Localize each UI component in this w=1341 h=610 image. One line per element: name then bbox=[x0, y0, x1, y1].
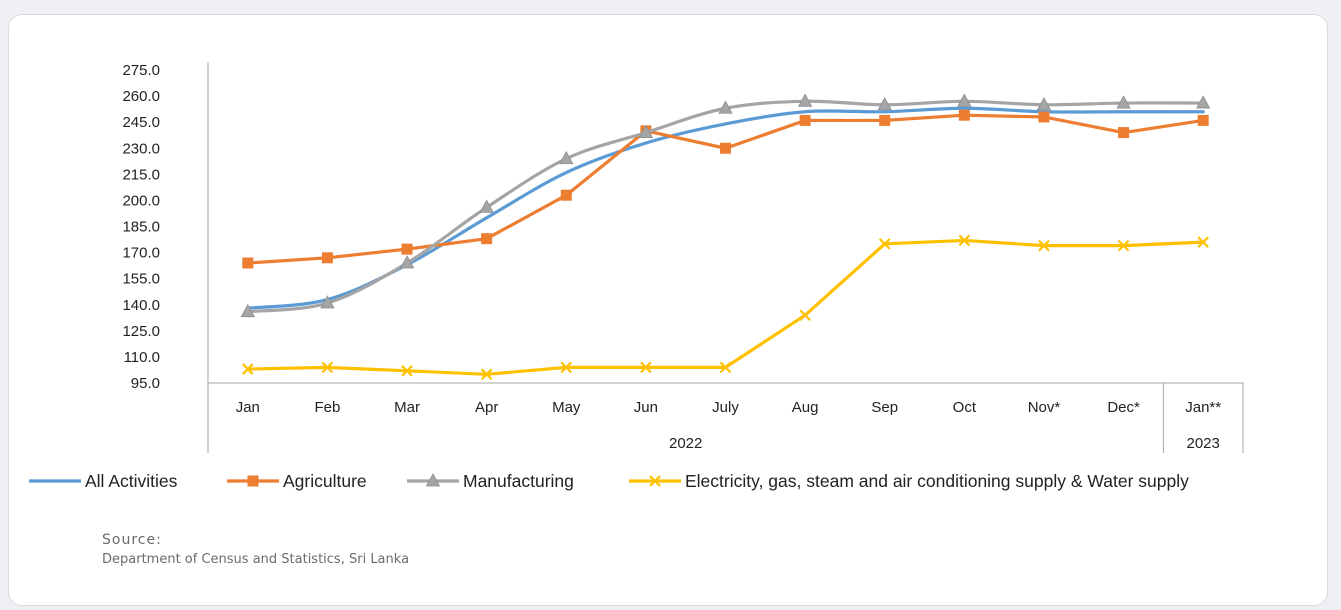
legend: All Activities Agriculture Manufacturing El… bbox=[29, 471, 1189, 491]
y-tick-label: 155.0 bbox=[122, 271, 160, 288]
x-tick-label: July bbox=[712, 399, 739, 416]
data-point-x bbox=[640, 361, 652, 374]
data-point-triangle bbox=[718, 100, 733, 114]
series-line bbox=[246, 113, 1205, 265]
data-point-x bbox=[799, 309, 811, 321]
x-tick-label: Jun bbox=[634, 399, 658, 416]
x-tick-label: Feb bbox=[314, 399, 340, 416]
source-text: Department of Census and Statistics, Sri… bbox=[102, 552, 410, 567]
data-point-triangle bbox=[479, 199, 494, 213]
data-point-square bbox=[481, 233, 493, 245]
data-point-x bbox=[401, 365, 413, 377]
data-point-triangle bbox=[1196, 95, 1211, 109]
x-tick-label: Oct bbox=[953, 399, 977, 416]
data-point-square bbox=[1118, 127, 1130, 139]
data-point-x bbox=[242, 363, 254, 375]
legend-item: Agriculture bbox=[227, 471, 367, 491]
y-tick-label: 260.0 bbox=[122, 88, 160, 105]
axes: 95.0 110.0 125.0 140.0 155.0 170.0 185.0 200.0 2… bbox=[122, 62, 1244, 453]
data-point-triangle bbox=[240, 303, 255, 318]
data-point-x bbox=[958, 234, 971, 247]
data-point-square bbox=[958, 109, 970, 121]
y-tick-label: 230.0 bbox=[122, 140, 160, 157]
data-point-x bbox=[878, 238, 891, 250]
x-tick-label: Mar bbox=[394, 399, 420, 416]
source-label: Source: bbox=[102, 532, 162, 548]
y-tick-label: 245.0 bbox=[122, 114, 160, 131]
data-point-x bbox=[1197, 236, 1209, 248]
chart-card: 95.0 110.0 125.0 140.0 155.0 170.0 185.0 200.0 2… bbox=[8, 14, 1328, 606]
legend-label: Electricity, gas, steam and air conditio… bbox=[685, 471, 1189, 491]
x-group-label: 2023 bbox=[1187, 435, 1220, 452]
y-tick-label: 170.0 bbox=[122, 245, 160, 262]
data-point-triangle bbox=[638, 124, 654, 138]
data-point-square bbox=[879, 114, 891, 126]
y-tick-label: 185.0 bbox=[122, 219, 160, 236]
data-point-triangle bbox=[320, 295, 335, 309]
x-tick-label: Jan** bbox=[1185, 399, 1221, 416]
y-tick-label: 200.0 bbox=[122, 192, 160, 209]
data-point-triangle bbox=[1116, 95, 1131, 109]
data-point-square bbox=[720, 142, 731, 154]
data-point-x bbox=[321, 361, 334, 374]
legend-label: Agriculture bbox=[283, 471, 367, 491]
data-point-x bbox=[649, 475, 661, 487]
x-tick-label: Dec* bbox=[1107, 399, 1140, 416]
data-point-x bbox=[560, 361, 573, 374]
x-tick-label: Jan bbox=[236, 399, 260, 416]
legend-item: Manufacturing bbox=[407, 471, 574, 491]
data-point-square bbox=[560, 189, 572, 201]
x-tick-label: May bbox=[552, 399, 581, 416]
legend-label: All Activities bbox=[85, 471, 178, 491]
y-tick-label: 215.0 bbox=[122, 166, 160, 183]
data-point-triangle bbox=[797, 93, 813, 107]
series-electricity bbox=[242, 234, 1209, 381]
data-point-x bbox=[719, 361, 732, 374]
legend-item: All Activities bbox=[29, 471, 178, 491]
y-tick-label: 110.0 bbox=[124, 349, 160, 366]
y-tick-label: 275.0 bbox=[122, 62, 160, 79]
x-tick-label: Nov* bbox=[1028, 399, 1061, 416]
y-tick-label: 125.0 bbox=[122, 323, 160, 340]
legend-item: Electricity, gas, steam and air conditio… bbox=[629, 471, 1189, 491]
data-point-square bbox=[799, 114, 811, 126]
series-agriculture bbox=[242, 109, 1209, 269]
data-point-triangle bbox=[399, 255, 415, 269]
data-point-square bbox=[1038, 111, 1050, 123]
x-tick-label: Aug bbox=[792, 399, 819, 416]
data-point-x bbox=[1117, 239, 1130, 252]
data-point-square bbox=[401, 243, 413, 255]
legend-label: Manufacturing bbox=[463, 471, 574, 491]
data-point-square bbox=[242, 257, 254, 269]
y-tick-label: 95.0 bbox=[131, 375, 160, 392]
data-point-triangle bbox=[425, 473, 441, 487]
x-tick-label: Apr bbox=[475, 399, 498, 416]
series-all bbox=[246, 106, 1205, 310]
data-point-triangle bbox=[1036, 96, 1052, 111]
series-manufacturing bbox=[240, 93, 1211, 318]
data-point-triangle bbox=[559, 150, 574, 165]
series-line bbox=[246, 99, 1205, 314]
data-point-triangle bbox=[957, 93, 972, 107]
series-line bbox=[246, 238, 1205, 376]
y-tick-label: 140.0 bbox=[122, 297, 160, 314]
series-line bbox=[246, 106, 1205, 310]
x-tick-label: Sep bbox=[871, 399, 898, 416]
data-point-triangle bbox=[877, 96, 892, 111]
data-point-x bbox=[480, 368, 493, 381]
data-point-square bbox=[321, 252, 333, 264]
source-note: Source: Department of Census and Statist… bbox=[102, 530, 409, 570]
line-chart: 95.0 110.0 125.0 140.0 155.0 170.0 185.0 200.0 2… bbox=[29, 62, 1244, 491]
data-point-square bbox=[1197, 114, 1209, 126]
series-lines bbox=[240, 93, 1211, 381]
x-group-label: 2022 bbox=[669, 435, 702, 452]
data-point-x bbox=[1038, 239, 1050, 252]
data-point-square bbox=[247, 475, 259, 487]
